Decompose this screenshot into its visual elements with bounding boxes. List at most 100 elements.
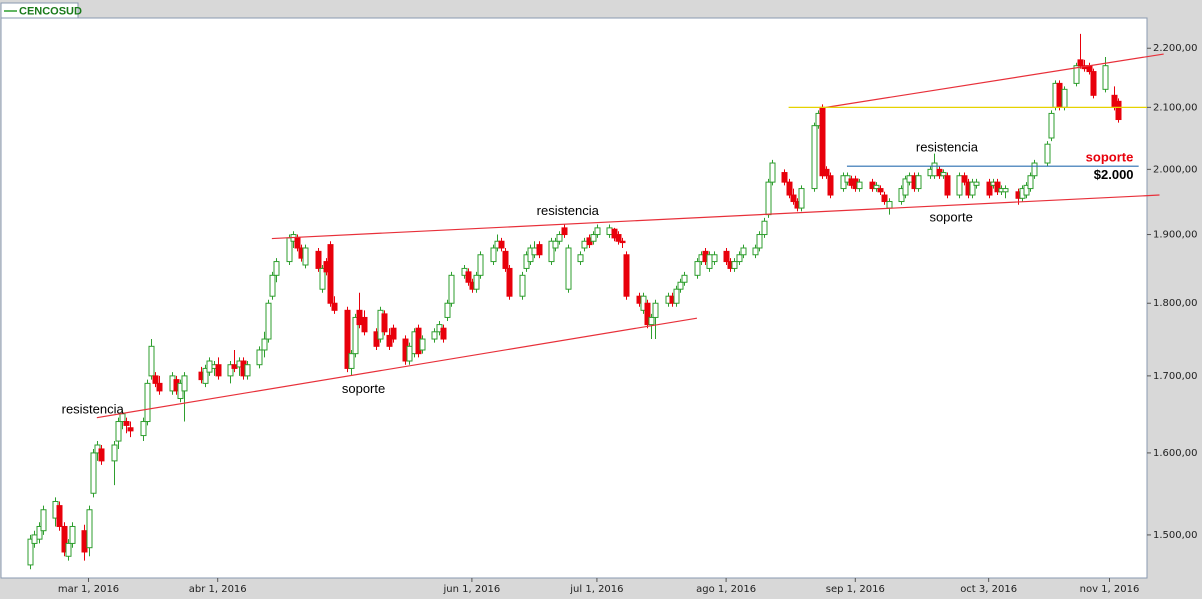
candle-body: [361, 316, 368, 333]
annotation: soporte: [929, 209, 972, 224]
candle-body: [819, 106, 826, 177]
x-tick-label: ago 1, 2016: [696, 584, 756, 595]
x-tick-label: jun 1, 2016: [442, 584, 500, 595]
candle-body: [902, 178, 909, 196]
candle-body: [498, 240, 505, 249]
trend-line: [826, 53, 1164, 108]
candle-body: [752, 247, 759, 256]
candle-body: [740, 247, 747, 256]
candle-body: [215, 364, 222, 377]
annotation: soporte: [1086, 149, 1134, 164]
y-tick-label: 1.900,00: [1153, 230, 1198, 241]
candle-body: [827, 175, 834, 196]
y-tick-label: 2.100,00: [1153, 102, 1198, 113]
candle-body: [61, 525, 68, 553]
candle-body: [648, 316, 655, 326]
candle-body: [736, 254, 743, 263]
candle-body: [273, 261, 280, 276]
candle-body: [127, 427, 134, 432]
candle-body: [140, 421, 147, 437]
candle-body: [477, 254, 484, 276]
candle-body: [531, 247, 538, 256]
y-tick-label: 1.500,00: [1153, 530, 1198, 541]
candle-body: [81, 530, 88, 553]
plot-area: [0, 17, 1148, 579]
x-tick-label: sep 1, 2016: [826, 584, 885, 595]
candle-body: [548, 240, 555, 263]
legend: CENCOSUD: [0, 2, 82, 19]
y-tick-label: 2.000,00: [1153, 164, 1198, 175]
candle-body: [1048, 112, 1055, 139]
candle-body: [536, 244, 543, 256]
candle-body: [615, 234, 622, 242]
trend-line: [96, 317, 698, 419]
candle-body: [944, 175, 951, 196]
candle-body: [623, 254, 630, 297]
candle-body: [577, 254, 584, 263]
candle-body: [1115, 100, 1122, 121]
y-tick-label: 1.600,00: [1153, 448, 1198, 459]
y-tick-label: 1.700,00: [1153, 371, 1198, 382]
candle-body: [465, 271, 472, 283]
candle-body: [256, 349, 263, 366]
candle-body: [886, 201, 893, 209]
legend-box: [0, 2, 79, 19]
candle-body: [677, 281, 684, 290]
candle-body: [390, 327, 397, 340]
candle-body: [915, 175, 922, 190]
candle-body: [798, 188, 805, 209]
candle-body: [561, 227, 568, 236]
candle-body: [419, 338, 426, 351]
candle-body: [431, 331, 438, 340]
candle-body: [69, 525, 76, 544]
candle-body: [756, 234, 763, 249]
annotation: soporte: [342, 381, 385, 396]
candle-body: [519, 274, 526, 297]
candle-body: [123, 421, 130, 426]
candle-body: [352, 316, 359, 355]
legend-label: CENCOSUD: [19, 5, 82, 17]
candle-body: [731, 261, 738, 269]
candle-body: [269, 274, 276, 297]
candle-body: [227, 364, 234, 377]
annotation: resistencia: [916, 139, 979, 154]
candle-body: [406, 345, 413, 362]
candle-body: [1056, 82, 1063, 108]
candle-body: [27, 538, 34, 566]
candle-body: [786, 181, 793, 196]
candle-body: [1073, 65, 1080, 84]
candle-body: [781, 172, 788, 183]
candle-body: [261, 338, 268, 351]
candle-body: [790, 194, 797, 203]
candle-body: [994, 181, 1001, 193]
candle-body: [823, 168, 830, 177]
candle-body: [331, 302, 338, 311]
candle-body: [940, 172, 947, 177]
candle-body: [502, 250, 509, 269]
candle-body: [448, 274, 455, 304]
candle-body: [206, 360, 213, 373]
candle-body: [769, 162, 776, 183]
candle-body: [1077, 59, 1084, 67]
candle-body: [1002, 188, 1009, 193]
candle-body: [152, 375, 159, 384]
candle-body: [1090, 71, 1097, 96]
candle-body: [761, 220, 768, 236]
candle-body: [381, 313, 388, 333]
candle-body: [877, 188, 884, 193]
candle-body: [444, 302, 451, 318]
candle-body: [619, 240, 626, 244]
candle-body: [319, 267, 326, 290]
candle-body: [556, 234, 563, 242]
candle-body: [65, 542, 72, 557]
candle-body: [961, 175, 968, 183]
x-tick-label: oct 3, 2016: [960, 584, 1017, 595]
candle-body: [969, 181, 976, 196]
annotation: resistencia: [537, 203, 600, 218]
candle-body: [594, 227, 601, 236]
candle-body: [973, 181, 980, 186]
candle-body: [111, 444, 118, 462]
candle-body: [156, 382, 163, 392]
candle-body: [723, 250, 730, 263]
